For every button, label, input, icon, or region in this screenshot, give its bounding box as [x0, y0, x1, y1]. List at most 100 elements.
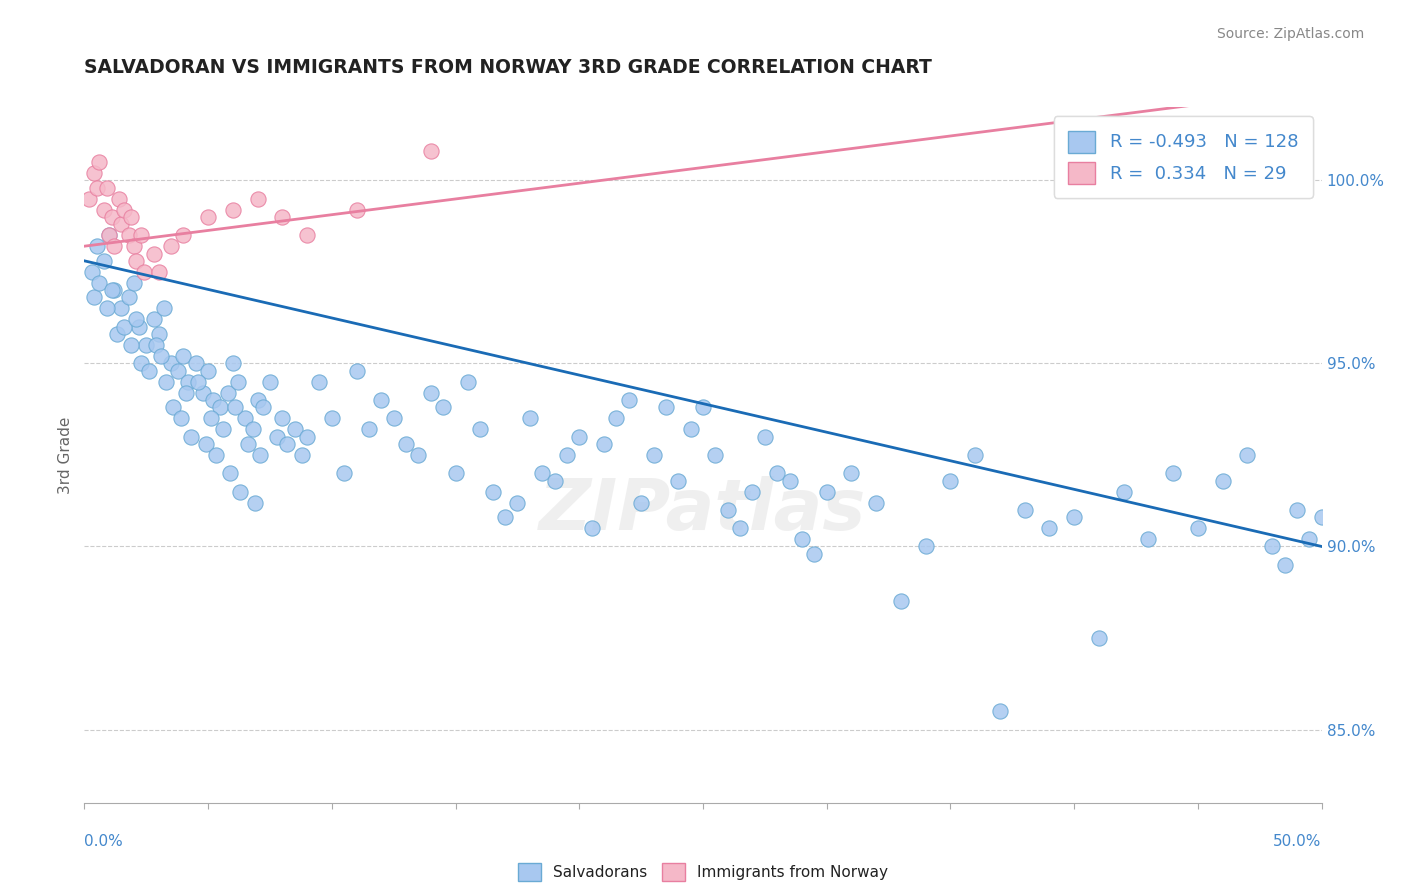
- Point: [110, 217, 132, 231]
- Point: [118, 228, 141, 243]
- Point: [494, 510, 516, 524]
- Point: [191, 385, 214, 400]
- Point: [222, 356, 245, 370]
- Point: [120, 338, 142, 352]
- Point: [779, 474, 801, 488]
- Point: [1112, 484, 1135, 499]
- Point: [89, 276, 111, 290]
- Point: [692, 401, 714, 415]
- Point: [271, 210, 294, 224]
- Point: [150, 349, 173, 363]
- Point: [212, 422, 235, 436]
- Point: [112, 202, 135, 217]
- Point: [519, 411, 541, 425]
- Point: [177, 375, 200, 389]
- Point: [1274, 558, 1296, 572]
- Point: [112, 319, 135, 334]
- Point: [395, 437, 418, 451]
- Point: [1236, 448, 1258, 462]
- Point: [1137, 532, 1160, 546]
- Point: [291, 448, 314, 462]
- Point: [129, 228, 152, 243]
- Point: [1298, 532, 1320, 546]
- Point: [666, 474, 689, 488]
- Point: [741, 484, 763, 499]
- Point: [605, 411, 627, 425]
- Point: [1212, 474, 1234, 488]
- Point: [246, 392, 269, 407]
- Point: [86, 180, 108, 194]
- Point: [118, 290, 141, 304]
- Point: [197, 364, 219, 378]
- Point: [129, 356, 152, 370]
- Point: [252, 401, 274, 415]
- Point: [754, 429, 776, 443]
- Point: [138, 364, 160, 378]
- Point: [160, 356, 183, 370]
- Point: [174, 385, 197, 400]
- Point: [187, 375, 209, 389]
- Point: [142, 246, 165, 260]
- Point: [93, 202, 115, 217]
- Point: [865, 495, 887, 509]
- Point: [655, 401, 678, 415]
- Point: [988, 704, 1011, 718]
- Point: [841, 467, 863, 481]
- Point: [197, 210, 219, 224]
- Point: [243, 495, 266, 509]
- Point: [152, 301, 174, 316]
- Point: [93, 253, 115, 268]
- Point: [1063, 510, 1085, 524]
- Point: [160, 239, 183, 253]
- Point: [209, 401, 232, 415]
- Point: [103, 239, 125, 253]
- Point: [132, 265, 155, 279]
- Point: [1187, 521, 1209, 535]
- Point: [382, 411, 405, 425]
- Point: [125, 312, 148, 326]
- Point: [766, 467, 789, 481]
- Point: [419, 144, 441, 158]
- Point: [86, 239, 108, 253]
- Point: [105, 327, 128, 342]
- Point: [333, 467, 356, 481]
- Point: [80, 265, 103, 279]
- Point: [679, 422, 702, 436]
- Point: [939, 474, 962, 488]
- Point: [284, 422, 307, 436]
- Point: [1285, 503, 1308, 517]
- Point: [346, 364, 368, 378]
- Point: [728, 521, 751, 535]
- Point: [1088, 631, 1111, 645]
- Point: [555, 448, 578, 462]
- Point: [643, 448, 665, 462]
- Point: [419, 385, 441, 400]
- Point: [444, 467, 467, 481]
- Point: [135, 338, 157, 352]
- Point: [142, 312, 165, 326]
- Point: [108, 192, 131, 206]
- Point: [155, 375, 177, 389]
- Text: ZIPatlas: ZIPatlas: [540, 476, 866, 545]
- Point: [432, 401, 454, 415]
- Point: [790, 532, 813, 546]
- Point: [79, 192, 101, 206]
- Point: [271, 411, 294, 425]
- Point: [1261, 540, 1284, 554]
- Point: [965, 448, 987, 462]
- Point: [172, 228, 194, 243]
- Point: [172, 349, 194, 363]
- Point: [630, 495, 652, 509]
- Point: [100, 210, 122, 224]
- Point: [148, 327, 170, 342]
- Point: [180, 429, 202, 443]
- Point: [1310, 510, 1333, 524]
- Point: [204, 448, 226, 462]
- Point: [229, 484, 252, 499]
- Legend: R = -0.493   N = 128, R =  0.334   N = 29: R = -0.493 N = 128, R = 0.334 N = 29: [1053, 116, 1313, 198]
- Point: [83, 290, 105, 304]
- Point: [295, 429, 318, 443]
- Point: [100, 283, 122, 297]
- Point: [162, 401, 184, 415]
- Point: [236, 437, 259, 451]
